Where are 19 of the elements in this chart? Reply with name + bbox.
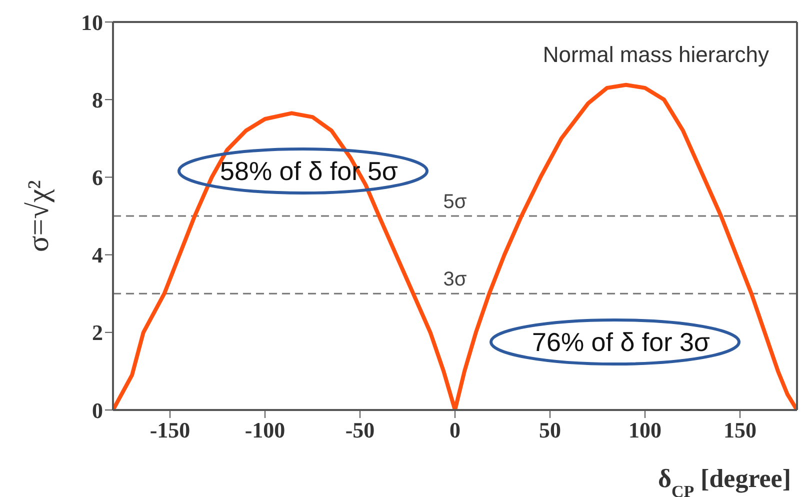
x-tick-label: -150 xyxy=(150,418,190,443)
annotation: Normal mass hierarchy xyxy=(542,42,769,67)
x-tick-label: 150 xyxy=(724,418,756,443)
y-tick-label: 2 xyxy=(92,320,103,346)
ref-line-label: 3σ xyxy=(443,268,468,291)
y-tick-label: 8 xyxy=(92,87,103,112)
y-tick-label: 10 xyxy=(81,10,103,35)
y-axis-title: σ=√χ² xyxy=(22,180,55,252)
x-tick-label: 0 xyxy=(450,418,460,443)
y-tick-label: 4 xyxy=(92,242,103,268)
x-tick-label: -100 xyxy=(244,418,286,443)
y-tick-label: 0 xyxy=(92,398,103,423)
x-axis-title: δ$_{CP}$ [degree] xyxy=(658,464,791,497)
y-tick-label: 6 xyxy=(92,165,103,190)
x-tick-label: 100 xyxy=(628,418,662,443)
annotation: 76% of δ for 3σ xyxy=(532,327,710,357)
ref-line-label: 5σ xyxy=(443,191,468,213)
x-tick-label: 50 xyxy=(539,418,561,443)
x-tick-label: -50 xyxy=(345,418,375,443)
